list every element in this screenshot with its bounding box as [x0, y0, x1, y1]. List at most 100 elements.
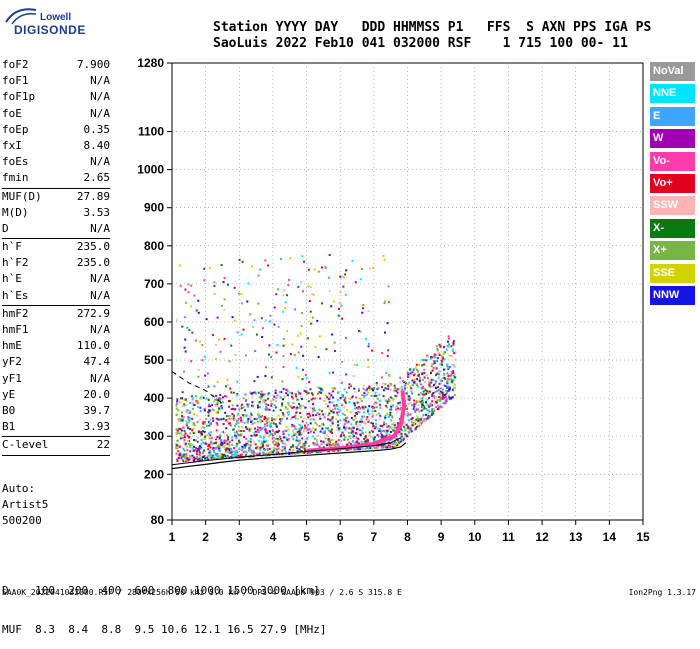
x-tick-label: 1	[169, 530, 176, 544]
echo-point	[375, 413, 378, 416]
echo-point	[393, 421, 396, 424]
echo-point	[419, 399, 422, 402]
echo-point	[232, 414, 235, 417]
echo-point	[294, 427, 297, 430]
echo-point	[376, 427, 379, 430]
echo-point	[318, 415, 321, 418]
param-separator	[2, 187, 110, 189]
echo-point	[176, 439, 179, 442]
echo-point	[424, 388, 427, 391]
echo-point	[386, 413, 389, 416]
echo-point	[411, 383, 414, 386]
echo-point	[228, 399, 231, 402]
echo-point	[277, 447, 280, 450]
echo-point	[385, 443, 388, 446]
echo-point	[357, 448, 360, 451]
echo-point	[233, 431, 236, 434]
echo-point	[209, 421, 212, 424]
echo-point	[333, 341, 336, 344]
echo-point	[200, 433, 203, 436]
muf-distance-table: D 100 200 400 600 800 1000 1500 3000 [km…	[2, 558, 327, 649]
echo-point	[336, 413, 339, 416]
echo-point	[349, 437, 352, 440]
echo-point	[436, 372, 439, 375]
echo-point	[203, 408, 206, 411]
echo-point	[414, 411, 417, 414]
legend-item: Vo-	[650, 151, 695, 171]
echo-point	[425, 392, 428, 395]
echo-point	[411, 379, 414, 382]
echo-point	[215, 429, 218, 432]
echo-point	[365, 393, 368, 396]
echo-point	[431, 394, 434, 397]
echo-point	[387, 398, 390, 401]
echo-point	[261, 444, 264, 447]
echo-point	[249, 440, 252, 443]
echo-point	[236, 451, 239, 454]
echo-point	[396, 391, 399, 394]
echo-point	[257, 274, 260, 277]
echo-point	[242, 328, 245, 331]
echo-point	[262, 453, 265, 456]
echo-point	[218, 407, 221, 410]
echo-point	[260, 397, 263, 400]
echo-point	[240, 405, 243, 408]
autoscaling-info: Auto: Artist5 500200	[2, 481, 48, 529]
echo-point	[444, 384, 447, 387]
echo-point	[436, 349, 439, 352]
echo-point	[444, 399, 447, 402]
param-label: foF1	[2, 74, 29, 88]
echo-point	[422, 390, 425, 393]
echo-point	[344, 400, 347, 403]
echo-point	[452, 379, 455, 382]
echo-point	[214, 398, 217, 401]
echo-point	[246, 420, 249, 423]
echo-point	[454, 358, 457, 361]
echo-point	[334, 407, 337, 410]
echo-point	[340, 381, 343, 384]
echo-point	[238, 408, 241, 411]
echo-point	[240, 419, 243, 422]
echo-point	[298, 430, 301, 433]
echo-point	[299, 405, 302, 408]
echo-point	[253, 417, 256, 420]
echo-point	[389, 389, 392, 392]
echo-point	[399, 408, 402, 411]
echo-point	[266, 449, 269, 452]
echo-point	[188, 458, 191, 461]
echo-point	[219, 452, 222, 455]
echo-point	[304, 427, 307, 430]
echo-point	[259, 415, 262, 418]
echo-point	[277, 288, 280, 291]
echo-point	[429, 402, 432, 405]
echo-point	[404, 387, 407, 390]
echo-point	[218, 437, 221, 440]
echo-point	[365, 441, 368, 444]
echo-point	[324, 265, 327, 268]
echo-point	[260, 390, 263, 393]
echo-point	[350, 423, 353, 426]
echo-point	[301, 368, 304, 371]
echo-point	[196, 436, 199, 439]
echo-point	[275, 442, 278, 445]
echo-point	[430, 362, 433, 365]
echo-point	[223, 431, 226, 434]
echo-point	[312, 397, 315, 400]
echo-point	[214, 442, 217, 445]
echo-point	[320, 423, 323, 426]
echo-point	[215, 394, 218, 397]
echo-point	[450, 375, 453, 378]
echo-point	[190, 456, 193, 459]
echo-point	[213, 451, 216, 454]
x-tick-label: 2	[202, 530, 209, 544]
echo-point	[312, 442, 315, 445]
echo-point	[261, 327, 264, 330]
echo-point	[186, 449, 189, 452]
echo-point	[377, 435, 380, 438]
echo-point	[186, 457, 189, 460]
echo-point	[385, 422, 388, 425]
echo-point	[231, 412, 234, 415]
echo-point	[201, 458, 204, 461]
echo-point	[250, 434, 253, 437]
echo-point	[448, 378, 451, 381]
